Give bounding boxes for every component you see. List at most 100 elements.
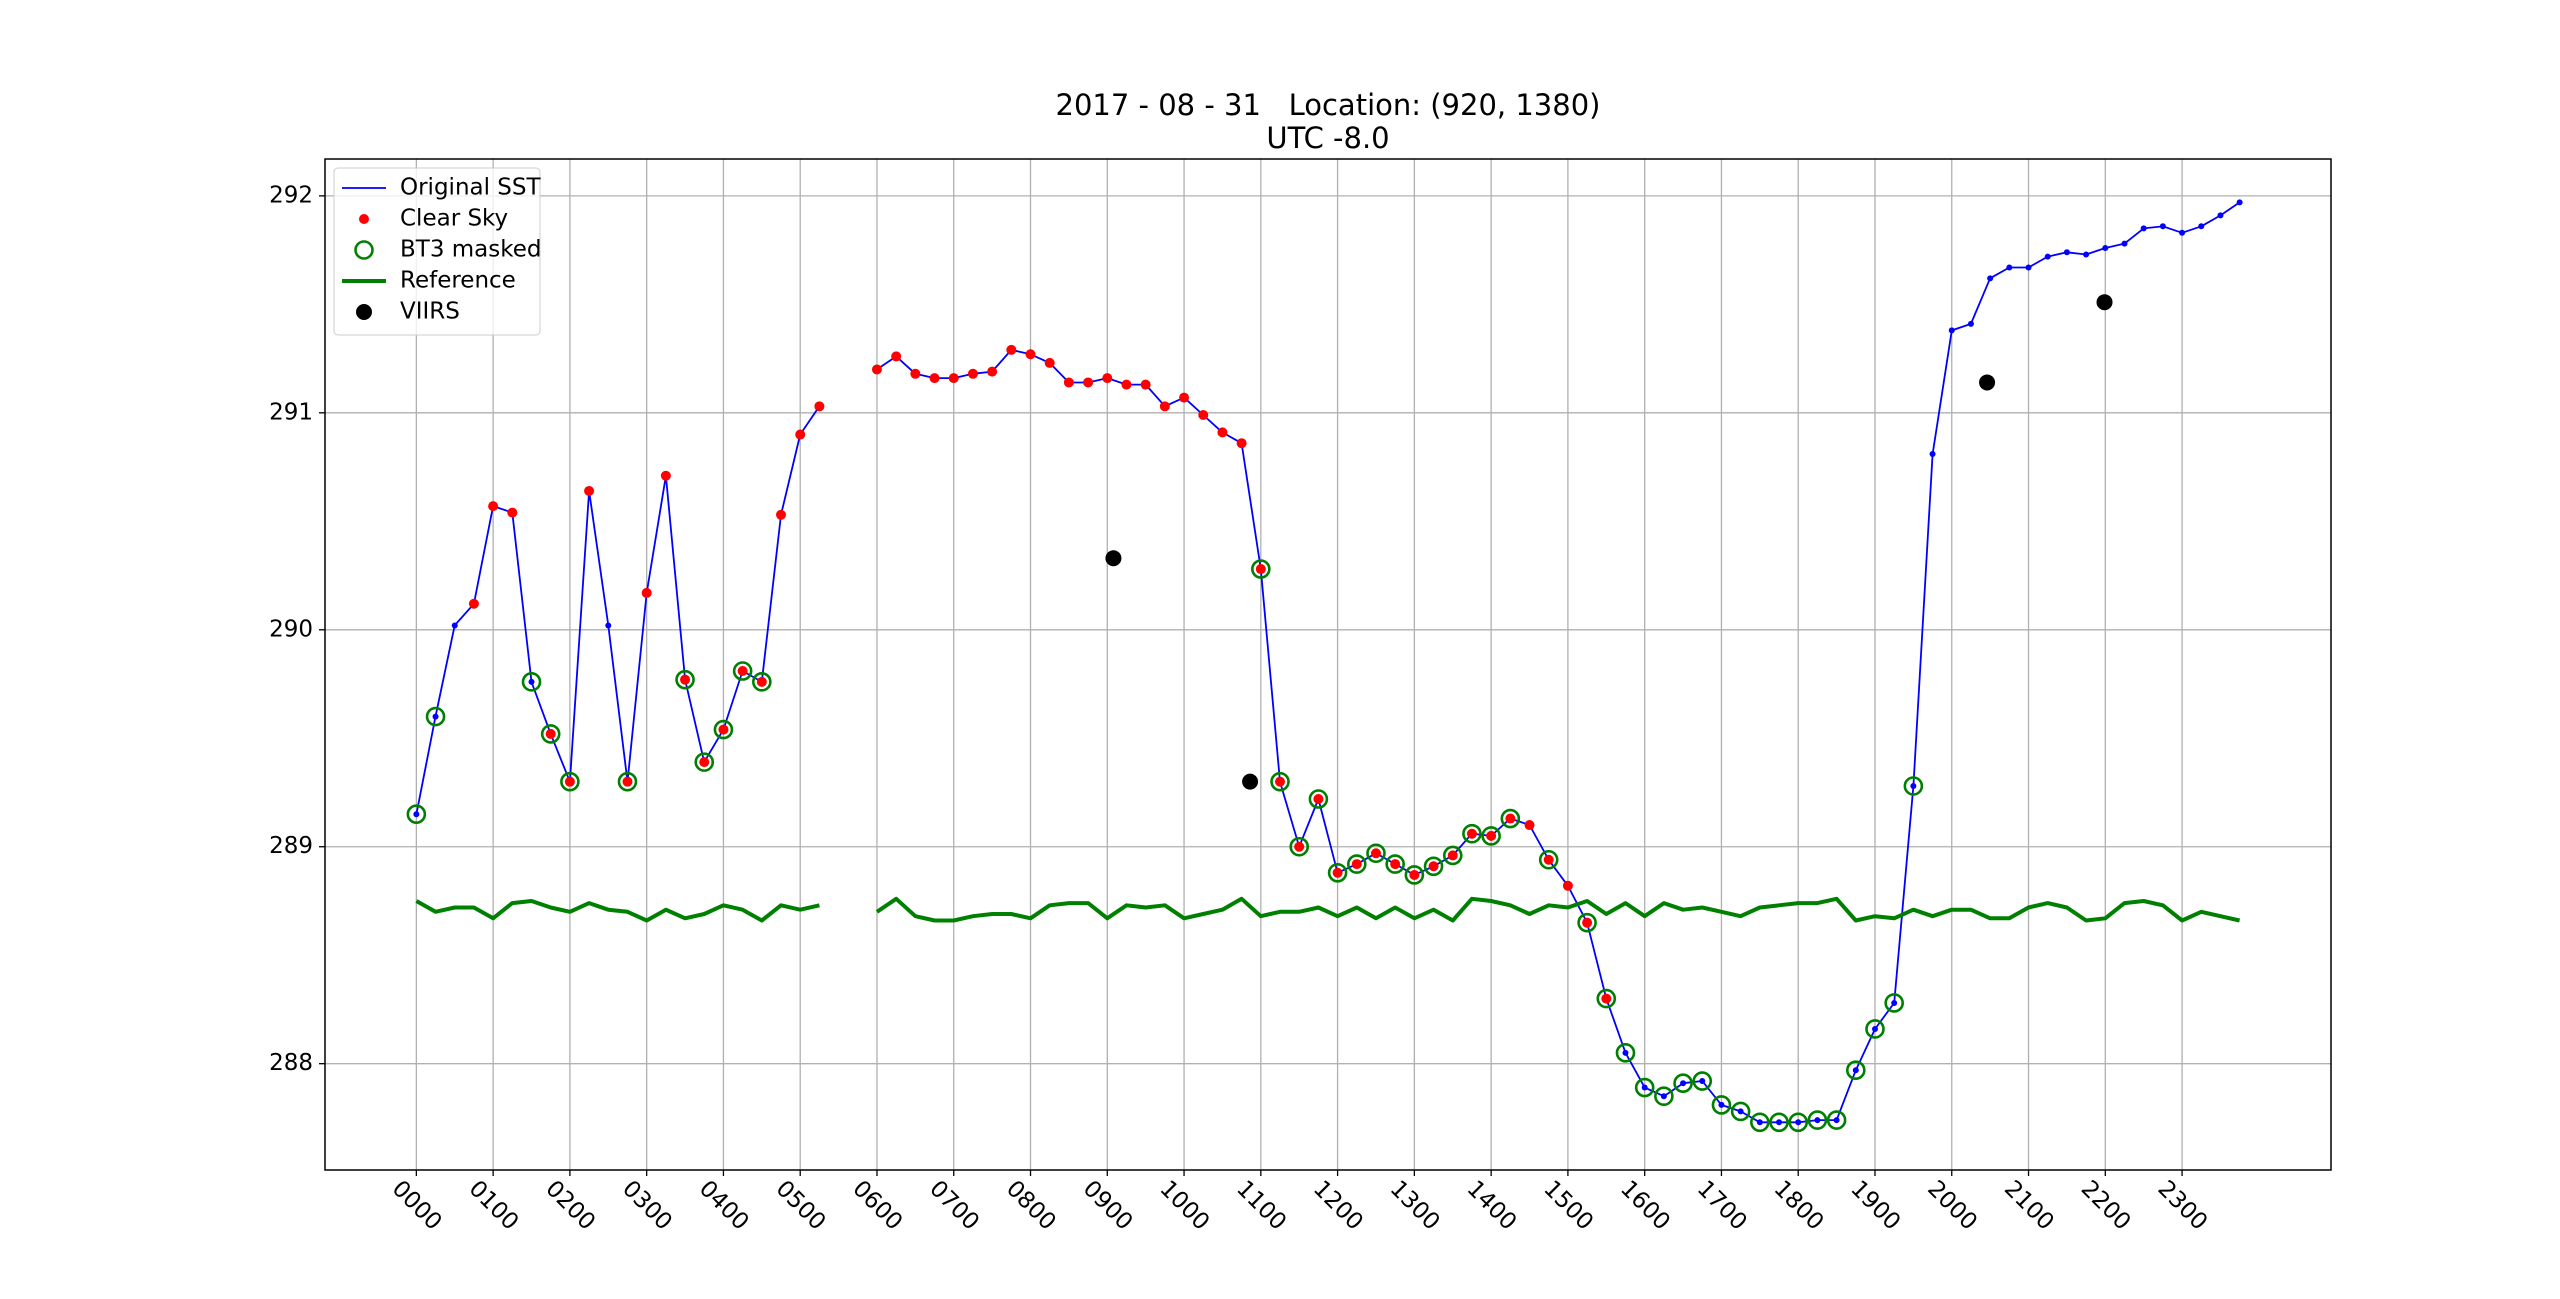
point (1308, 789, 1329, 809)
point (1582, 917, 1593, 928)
point (2236, 199, 2243, 206)
point (2159, 223, 2166, 230)
point (948, 373, 959, 384)
point (1486, 830, 1497, 841)
point (699, 757, 710, 768)
point (540, 724, 561, 744)
point (1270, 771, 1290, 792)
point (732, 661, 753, 681)
y-tick-label: 289 (269, 833, 313, 859)
y-tick-label: 288 (269, 1050, 313, 1076)
point (713, 719, 734, 740)
point (1442, 845, 1463, 866)
legend-label: VIIRS (400, 299, 460, 325)
point (1327, 862, 1348, 883)
point (1730, 1101, 1751, 1122)
point (795, 429, 806, 440)
point (1929, 451, 1936, 458)
point (1409, 869, 1420, 880)
point (1121, 379, 1132, 390)
point (425, 706, 446, 727)
point (1346, 854, 1367, 874)
point (1351, 859, 1362, 870)
point (545, 728, 556, 739)
point (1423, 856, 1444, 877)
point (605, 622, 612, 629)
point (1891, 999, 1898, 1006)
point (2006, 264, 2013, 271)
point (1390, 859, 1401, 870)
legend-label: Original SST (400, 175, 542, 201)
point (1236, 438, 1247, 449)
legend-label: BT3 masked (400, 237, 542, 263)
point (1979, 374, 1996, 391)
point (1814, 1117, 1821, 1124)
point (1524, 820, 1535, 831)
point (413, 811, 420, 818)
point (2063, 249, 2070, 256)
point (1294, 841, 1305, 852)
point (432, 713, 439, 720)
point (1404, 865, 1425, 885)
point (1692, 1071, 1713, 1091)
point (718, 724, 729, 735)
point (871, 364, 882, 375)
point (756, 676, 767, 687)
point (1083, 377, 1094, 388)
point (641, 587, 652, 598)
point (622, 776, 633, 787)
point (1105, 550, 1122, 567)
point (1370, 848, 1381, 859)
point (1159, 401, 1170, 412)
point (1601, 993, 1612, 1004)
point (967, 368, 978, 379)
point (2083, 251, 2090, 258)
point (1641, 1084, 1648, 1091)
y-tick-label: 292 (269, 182, 313, 208)
legend-marker (356, 304, 372, 320)
point (1622, 1049, 1629, 1056)
point (1845, 1060, 1866, 1081)
point (1447, 850, 1458, 861)
point (1217, 427, 1228, 438)
point (1756, 1119, 1763, 1126)
point (1466, 828, 1477, 839)
point (2044, 253, 2051, 260)
point (1750, 1112, 1770, 1133)
legend-box (333, 167, 541, 336)
point (1737, 1108, 1744, 1115)
point (2121, 240, 2128, 247)
point (406, 804, 427, 824)
point (507, 507, 518, 518)
point (1428, 861, 1439, 872)
legend-label: Reference (400, 268, 516, 294)
point (2198, 223, 2205, 230)
point (1826, 1110, 1847, 1130)
point (1500, 808, 1521, 829)
point (1788, 1112, 1809, 1133)
point (1673, 1073, 1693, 1094)
point (1505, 813, 1516, 824)
legend-label: Clear Sky (400, 206, 508, 232)
series-line (415, 896, 2241, 923)
point (1179, 392, 1190, 403)
chart-subtitle: UTC -8.0 (1266, 121, 1389, 155)
point (2025, 264, 2032, 271)
y-tick-label: 290 (269, 616, 313, 642)
point (1987, 275, 1994, 282)
point (1910, 782, 1917, 789)
point (1699, 1078, 1706, 1085)
point (1332, 867, 1343, 878)
point (814, 401, 825, 412)
point (1025, 349, 1036, 360)
point (1852, 1067, 1859, 1074)
point (1903, 776, 1924, 796)
point (1275, 776, 1286, 787)
point (488, 501, 499, 512)
point (1481, 826, 1501, 846)
point (1967, 320, 1974, 327)
point (1006, 344, 1017, 355)
point (891, 351, 902, 362)
point (1596, 988, 1617, 1009)
